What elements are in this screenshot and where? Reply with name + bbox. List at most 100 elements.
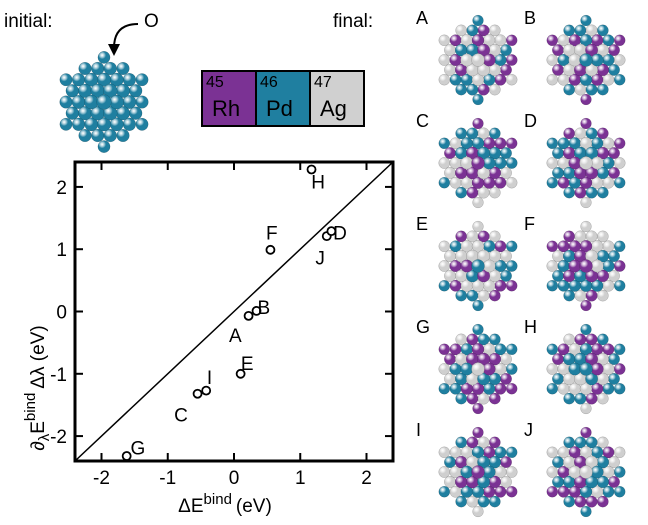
atom — [505, 382, 518, 395]
atom — [477, 146, 491, 160]
atom — [613, 34, 626, 47]
point-label: H — [311, 172, 325, 193]
nanocluster — [546, 426, 626, 518]
atom — [580, 323, 592, 336]
atom — [438, 176, 451, 189]
atom — [505, 279, 518, 292]
atom — [613, 343, 626, 356]
atom — [580, 299, 592, 312]
nanocluster — [438, 14, 518, 106]
atom — [129, 106, 143, 120]
point-label: G — [131, 438, 146, 459]
atom — [103, 61, 117, 76]
atom — [568, 465, 582, 479]
y-tick-label: 1 — [56, 240, 67, 261]
atom — [472, 299, 484, 312]
atom — [438, 240, 451, 253]
atom — [477, 166, 491, 180]
atom — [585, 269, 599, 283]
atom — [438, 343, 451, 356]
atom — [471, 465, 485, 479]
atom — [590, 259, 604, 273]
reference-line — [74, 161, 394, 462]
atom — [585, 146, 599, 160]
y-axis-label: ∂λEbindΔλ (eV) — [22, 325, 53, 450]
cluster-label: B — [524, 8, 537, 28]
atom — [78, 61, 92, 76]
atom — [65, 84, 79, 98]
atom — [438, 54, 451, 66]
atom — [580, 505, 592, 518]
atom — [460, 53, 474, 67]
y-tick-label: -2 — [50, 427, 67, 448]
atom — [596, 289, 609, 302]
point-label: C — [174, 405, 188, 426]
atom — [488, 24, 501, 37]
atom — [59, 117, 73, 131]
atom — [477, 475, 491, 489]
atom — [129, 84, 143, 98]
atom — [579, 465, 593, 479]
x-tick-label: -1 — [159, 468, 176, 489]
atom — [613, 446, 626, 459]
atom — [546, 54, 559, 66]
nanocluster — [546, 220, 626, 312]
atom — [613, 260, 626, 272]
atom — [482, 465, 496, 479]
atom — [438, 73, 451, 86]
atom — [455, 83, 468, 96]
atom — [477, 269, 491, 283]
atom — [585, 166, 599, 180]
atom — [580, 402, 592, 415]
atom — [455, 495, 468, 508]
element-number: 47 — [314, 74, 332, 91]
atom — [59, 73, 73, 87]
atom — [579, 485, 593, 498]
atom — [103, 105, 118, 121]
atom — [471, 34, 485, 47]
atom — [563, 127, 576, 140]
point-label: E — [241, 354, 254, 375]
atom — [455, 230, 468, 243]
atom — [585, 249, 599, 263]
atom — [579, 259, 593, 273]
atom — [613, 279, 626, 292]
nanocluster — [546, 323, 626, 415]
atom — [472, 93, 484, 106]
atom — [471, 382, 485, 395]
atom — [438, 382, 451, 395]
atom — [135, 73, 149, 87]
atom — [613, 137, 626, 150]
atom — [546, 466, 559, 478]
atom — [613, 363, 626, 375]
atom — [579, 176, 593, 189]
atom — [455, 186, 468, 199]
atom — [563, 392, 576, 405]
atom — [472, 426, 484, 439]
atom — [546, 137, 559, 150]
atom — [585, 436, 598, 449]
atom — [482, 362, 496, 376]
atom — [109, 94, 124, 110]
atom — [546, 176, 559, 189]
atom — [585, 289, 598, 302]
data-point — [251, 305, 262, 316]
atom — [488, 289, 501, 302]
atom — [563, 436, 576, 449]
atom — [590, 465, 604, 479]
x-axis-label: ΔEbind (eV) — [178, 491, 272, 517]
atom — [546, 279, 559, 292]
atom — [472, 402, 484, 415]
atom — [579, 240, 593, 253]
atom — [438, 157, 451, 169]
atom — [65, 106, 79, 120]
final-cluster-a: A — [416, 8, 540, 106]
atom — [613, 240, 626, 253]
atom — [135, 95, 149, 109]
atom — [472, 505, 484, 518]
atom — [585, 186, 598, 199]
atom — [563, 230, 576, 243]
atom — [585, 372, 599, 386]
atom — [455, 289, 468, 302]
element-number: 46 — [260, 74, 278, 91]
